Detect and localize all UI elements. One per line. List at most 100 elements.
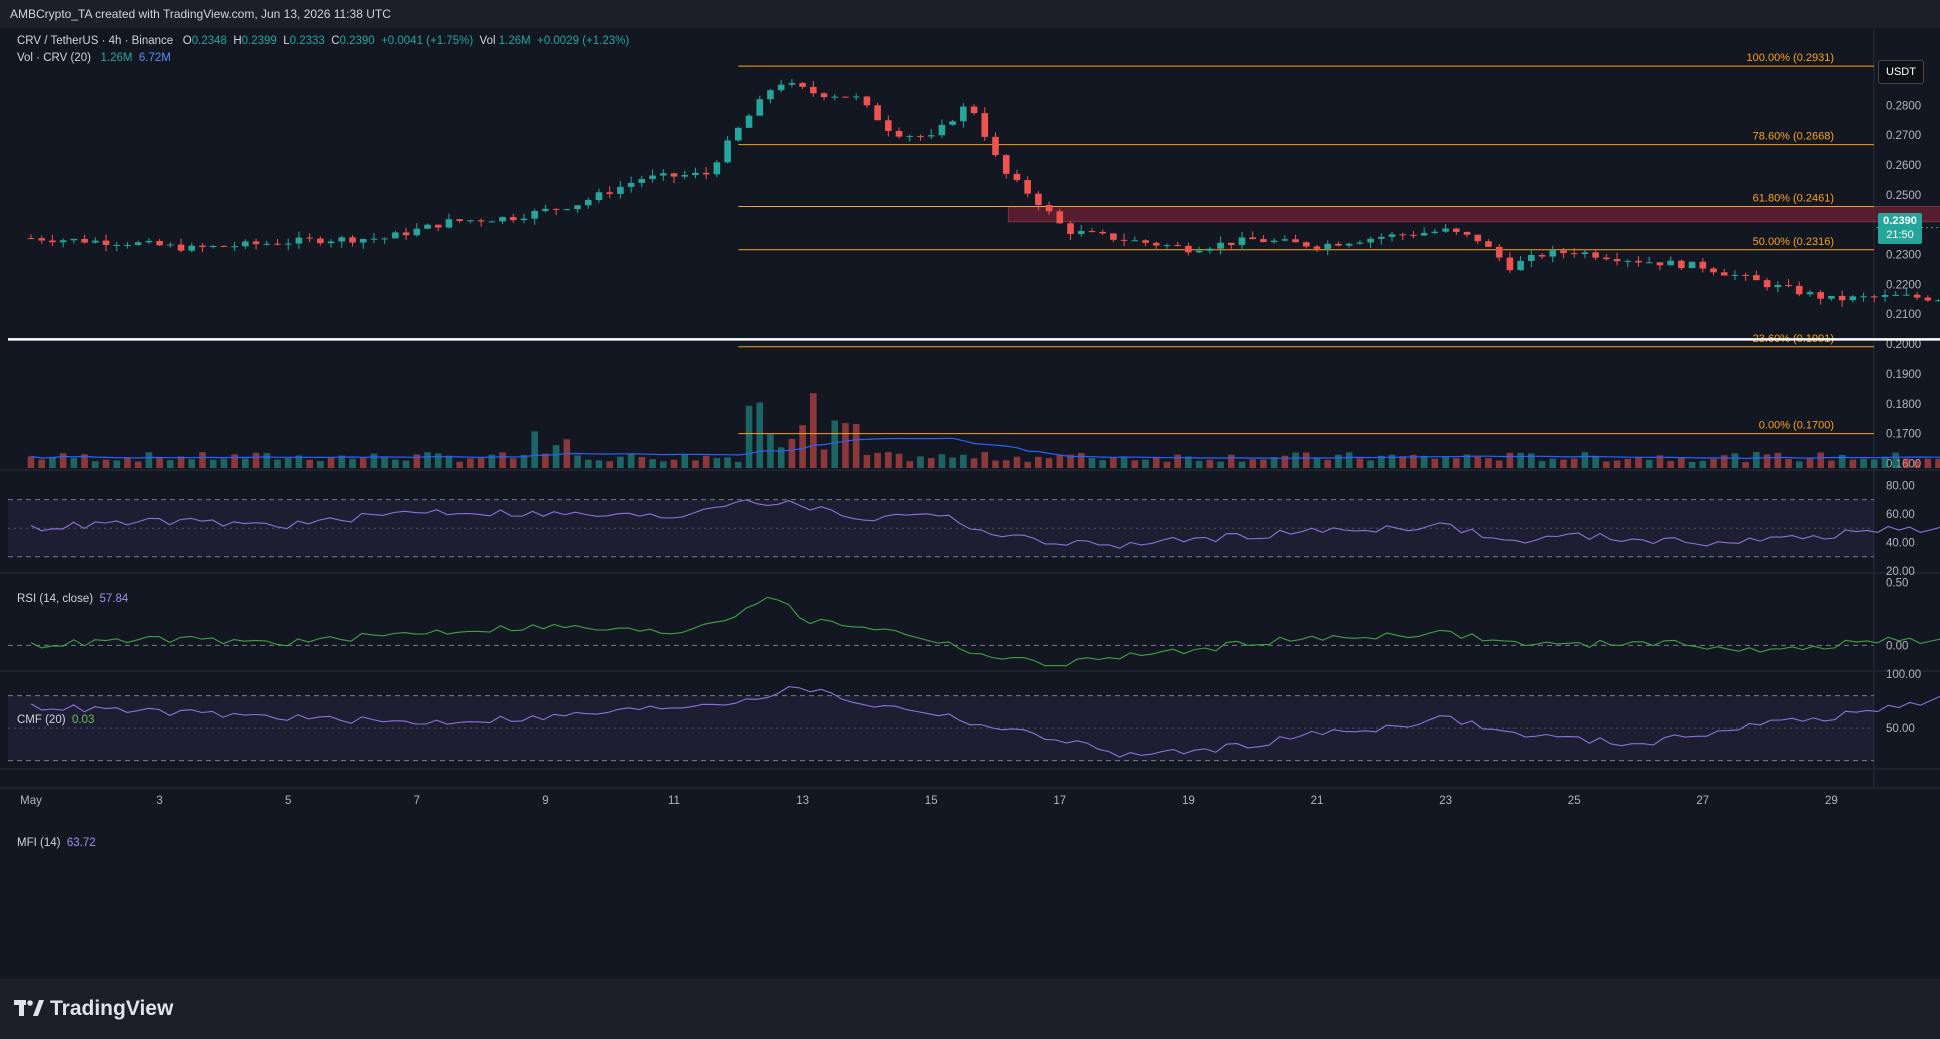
volume-value-1: 1.26M (100, 52, 133, 64)
candle-body (1870, 296, 1878, 298)
rsi-line (30, 499, 1940, 549)
candle-body (381, 238, 388, 240)
volume-bar (370, 453, 378, 468)
time-axis-label-1: 3 (156, 795, 162, 807)
volume-bar (284, 457, 292, 468)
cmf-axis-label-1: 0.00 (1886, 640, 1908, 652)
candle-body (1442, 228, 1449, 232)
candle-body (1860, 296, 1867, 298)
time-axis-label-7: 15 (925, 795, 938, 807)
candle-body (552, 208, 560, 210)
volume-bar (499, 452, 506, 468)
candle-body (949, 121, 956, 125)
volume-bar (1603, 461, 1610, 468)
candle-body (852, 96, 860, 98)
candle-body (1656, 262, 1664, 266)
volume-bar (863, 454, 871, 468)
candle-body (1206, 248, 1214, 251)
candle-body (1035, 193, 1042, 205)
volume-bar (1367, 460, 1374, 468)
candle-body (1849, 296, 1857, 301)
volume-bar (949, 457, 956, 468)
candle-body (1163, 245, 1171, 247)
candle-body (1281, 239, 1289, 241)
candle-body (981, 113, 989, 137)
candle-body (467, 220, 474, 222)
candle-body (1013, 173, 1021, 181)
volume-bar (392, 459, 399, 468)
volume-bar (1399, 456, 1407, 468)
volume-bar (488, 454, 496, 468)
volume-bar (1474, 456, 1482, 468)
volume-bar (1120, 456, 1128, 468)
volume-bar (1667, 461, 1674, 468)
volume-bar (145, 452, 153, 468)
candle-body (1592, 252, 1599, 258)
volume-bar (413, 454, 421, 468)
volume-bar (1613, 460, 1621, 468)
candle-body (1088, 231, 1096, 233)
volume-bar (1110, 457, 1117, 468)
bar-countdown: 21:50 (1886, 228, 1914, 241)
volume-bar (1163, 461, 1171, 468)
time-axis-label-13: 27 (1696, 795, 1709, 807)
volume-bar (1152, 456, 1160, 468)
candle-body (649, 175, 656, 180)
volume-bar (1678, 457, 1685, 468)
volume-bar (124, 457, 131, 468)
candle-body (1485, 241, 1492, 247)
candle-body (735, 127, 742, 141)
volume-bar (199, 452, 206, 468)
candle-body (1795, 285, 1803, 295)
volume-bar (756, 402, 764, 468)
time-axis-label-0: May (20, 795, 42, 807)
candle-body (1195, 250, 1203, 253)
volume-bar (1453, 458, 1460, 468)
volume-bar (1077, 452, 1085, 468)
volume-bar (1002, 460, 1010, 468)
volume-bar (113, 460, 121, 468)
candle-body (327, 241, 335, 244)
volume-bar (552, 445, 560, 468)
time-axis-label-2: 5 (285, 795, 291, 807)
volume-bar (1099, 460, 1106, 468)
candle-body (1077, 231, 1085, 234)
candle-body (724, 140, 731, 163)
volume-bar (1270, 457, 1278, 468)
volume-bar (1185, 456, 1192, 468)
volume-bar (970, 458, 978, 468)
volume-bar (735, 461, 742, 468)
candle-body (1335, 243, 1342, 246)
price-axis-label-11: 0.1800 (1886, 399, 1921, 411)
candle-body (1924, 297, 1932, 301)
volume-bar (338, 455, 346, 468)
candle-body (960, 106, 967, 122)
volume-bar (231, 454, 238, 468)
volume-bar (627, 453, 635, 468)
open-key: O (182, 35, 192, 47)
time-axis-label-9: 19 (1182, 795, 1195, 807)
candle-body (788, 82, 796, 85)
volume-bar (402, 460, 410, 468)
tradingview-logo[interactable]: TradingView (14, 997, 173, 1021)
candle-body (767, 90, 774, 100)
candle-body (1603, 257, 1610, 260)
chart-canvas[interactable]: 0.29000.28000.27000.26000.25000.24000.23… (0, 28, 1940, 979)
volume-bar (799, 425, 806, 468)
volume-bar (1860, 458, 1867, 468)
chart-credit: AMBCrypto_TA created with TradingView.co… (10, 7, 391, 21)
volume-bar (810, 393, 817, 468)
currency-button[interactable]: USDT (1878, 60, 1924, 84)
volume-bar (1506, 452, 1514, 468)
candle-body (520, 218, 528, 221)
mfi-band (8, 695, 1874, 761)
mfi-axis-label-1: 50.00 (1886, 723, 1915, 735)
footer: TradingView (0, 979, 1940, 1039)
time-axis-label-6: 13 (796, 795, 809, 807)
candle-body (317, 238, 324, 244)
candle-body (38, 238, 46, 241)
volume-bar (1485, 458, 1492, 468)
volume-bar (349, 458, 356, 468)
candle-body (531, 210, 538, 219)
chart-area[interactable]: 0.29000.28000.27000.26000.25000.24000.23… (0, 28, 1940, 979)
